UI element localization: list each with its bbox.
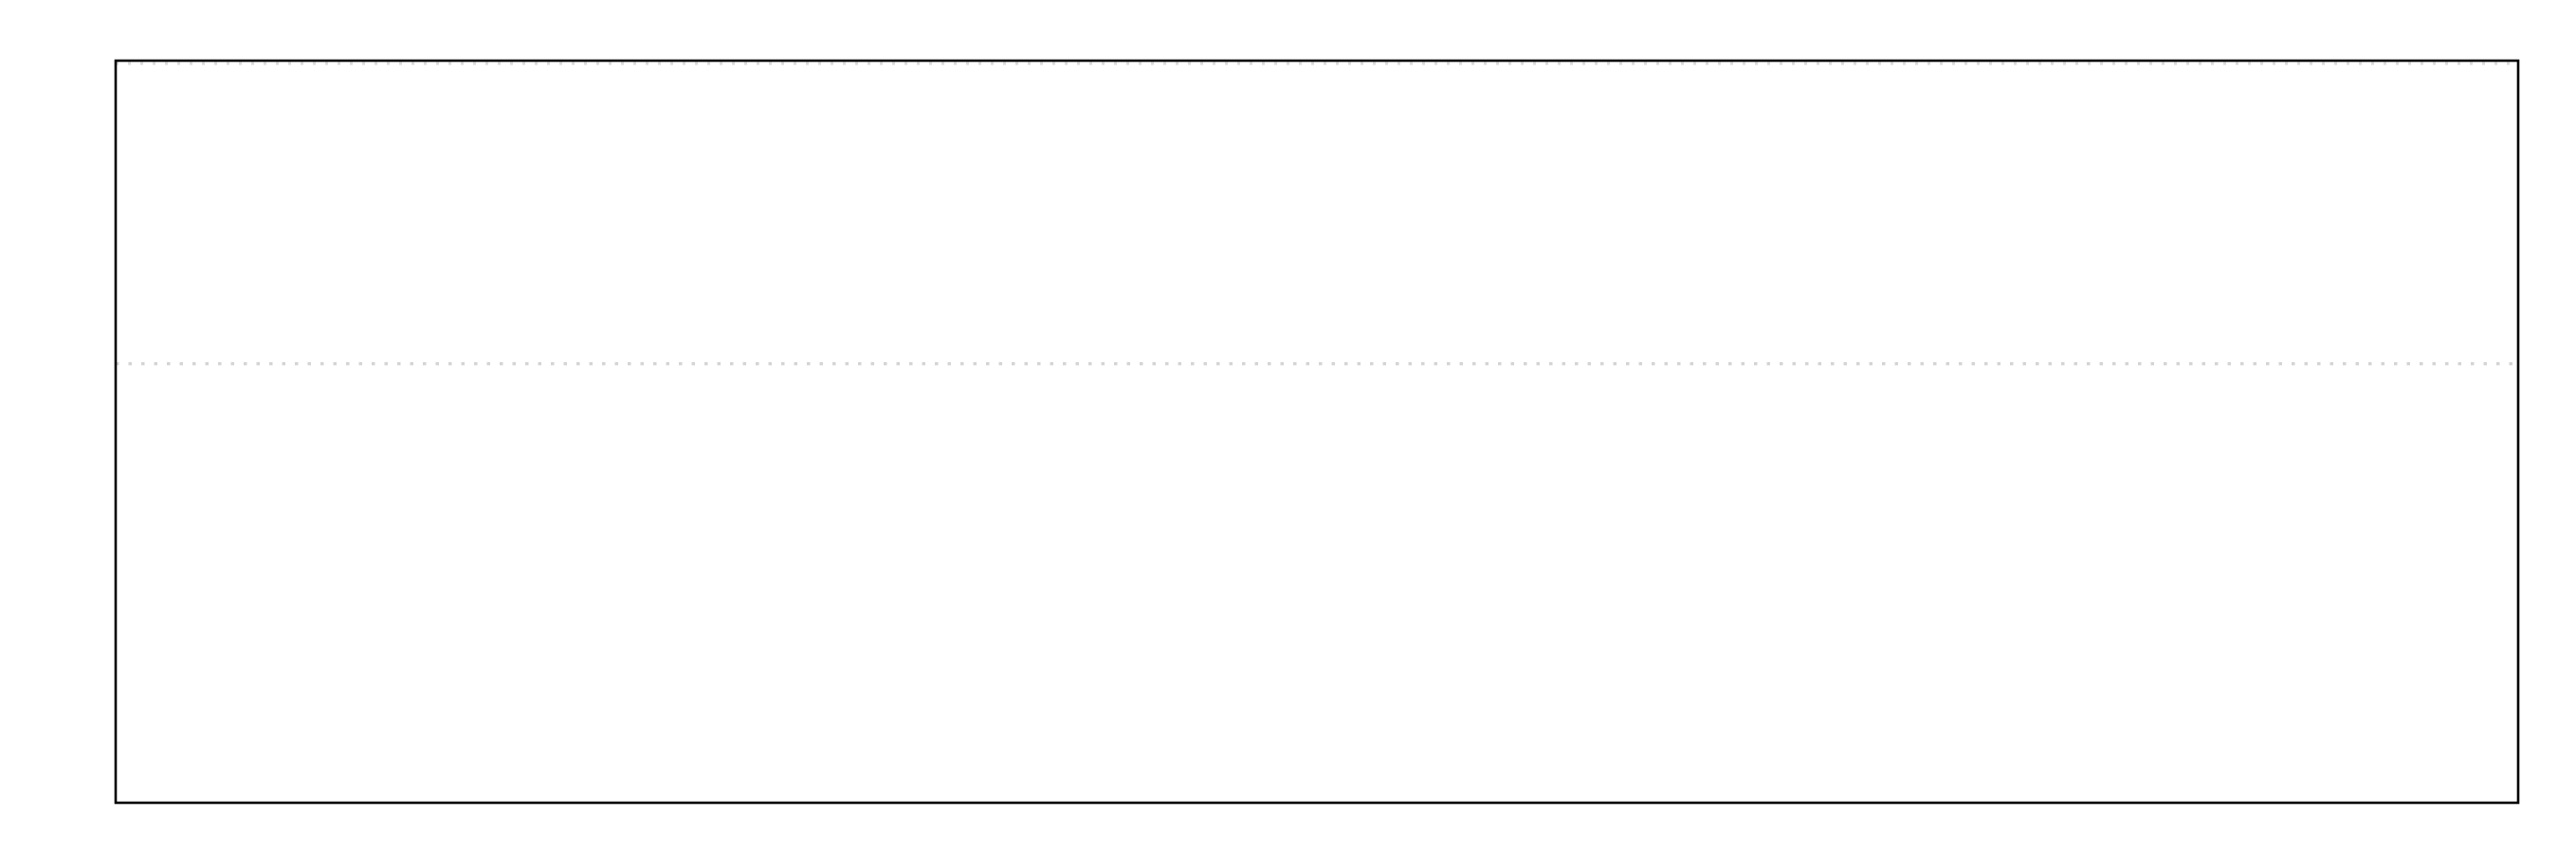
axes-frame bbox=[114, 59, 2520, 805]
